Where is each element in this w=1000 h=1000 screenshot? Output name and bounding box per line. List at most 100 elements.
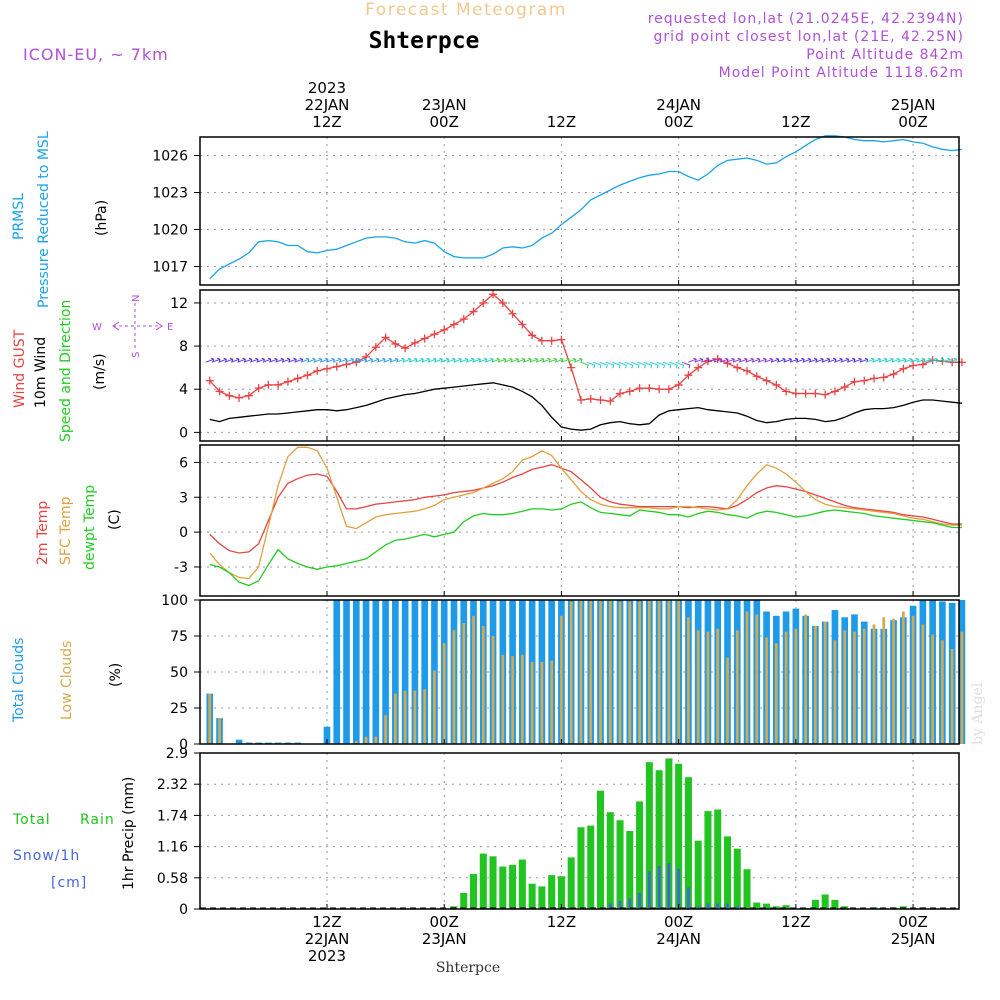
gust-point-marker (850, 377, 859, 386)
low-cloud-bar (218, 718, 221, 744)
total-cloud-bar (333, 600, 341, 744)
bottom-time-label: 25JAN (891, 930, 936, 948)
gust-point-marker (782, 387, 791, 396)
total-cloud-bar (362, 600, 370, 744)
gust-point-marker (537, 336, 546, 345)
gust-point-marker (547, 336, 556, 345)
low-cloud-bar (677, 600, 681, 744)
meteogram-title: Forecast Meteogram (365, 0, 567, 20)
gust-point-marker (303, 371, 312, 380)
low-cloud-bar (804, 614, 808, 744)
pressure-line-prmsl (209, 135, 962, 280)
total-cloud-bar (401, 600, 409, 744)
wind-direction-arrow (599, 361, 608, 369)
low-cloud-bar (560, 615, 563, 744)
gust-point-marker (479, 298, 488, 307)
rain-bar (626, 831, 634, 909)
rain-bar (636, 801, 644, 909)
wind-direction-arrow (643, 361, 653, 369)
gust-point-marker (772, 380, 781, 389)
snow-bar (716, 903, 720, 909)
top-time-label: 12Z (781, 113, 810, 131)
gust-point-marker (489, 290, 498, 299)
snow-bar (706, 903, 710, 909)
gust-point-marker (401, 344, 410, 353)
low-cloud-bar (726, 657, 729, 744)
compass-s: S (131, 352, 142, 358)
rain-bar (723, 836, 732, 909)
bottom-time-label: 23JAN (422, 930, 467, 948)
bottom-time-label: 22JAN (305, 930, 350, 948)
wind-direction-arrow (631, 361, 640, 369)
low-cloud-bar (501, 654, 505, 744)
compass-w-arrow (112, 321, 120, 331)
low-cloud-bar (384, 715, 387, 744)
wind-direction-arrow (681, 361, 691, 369)
rain-bar (469, 874, 478, 909)
watermark: by Angel (970, 682, 986, 745)
precip-label-total: Total (12, 812, 51, 828)
wind-direction-arrow (624, 361, 634, 369)
gust-point-marker (254, 384, 263, 393)
gust-point-marker (469, 307, 478, 316)
gust-point-marker (664, 385, 673, 394)
snow-bar (687, 887, 690, 909)
wind-direction-arrow (656, 361, 666, 369)
low-cloud-bar (364, 736, 368, 744)
low-cloud-bar (589, 600, 593, 744)
gust-point-marker (840, 383, 849, 392)
gust-point-marker (430, 330, 439, 339)
low-cloud-bar (530, 661, 534, 744)
total-cloud-bar (411, 600, 419, 744)
wind-direction-arrow (605, 361, 615, 369)
low-cloud-bar (647, 600, 651, 744)
low-cloud-bar (774, 643, 778, 744)
wind-frame (199, 289, 960, 442)
low-cloud-bar (550, 660, 554, 744)
gust-point-marker (440, 325, 449, 334)
low-cloud-bar (901, 611, 905, 744)
gust-point-marker (576, 396, 585, 405)
gust-point-marker (420, 334, 429, 343)
low-cloud-bar (794, 628, 798, 744)
clouds-ytick-label: 50 (170, 665, 188, 681)
gust-point-marker (498, 298, 507, 307)
gust-point-marker (391, 339, 400, 348)
rain-bar (509, 864, 517, 909)
wind-line-10m-wind (209, 382, 962, 431)
wind-direction-arrow (669, 361, 678, 369)
rain-bar (704, 811, 712, 909)
temp-line-sfc-temp (209, 446, 962, 580)
gust-point-marker (244, 391, 253, 400)
top-time-label: 25JAN (891, 96, 936, 114)
low-cloud-bar (911, 615, 915, 744)
temp-label-2m: 2m Temp (35, 501, 51, 565)
snow-bar (657, 865, 661, 909)
gust-point-marker (635, 384, 644, 393)
low-cloud-bar (765, 637, 768, 744)
model-point-altitude: Model Point Altitude 1118.62m (719, 65, 964, 81)
gust-point-marker (616, 389, 625, 398)
rain-bar (675, 763, 683, 909)
compass-e-arrow (155, 321, 163, 331)
gust-point-marker (371, 343, 380, 352)
low-cloud-bar (540, 661, 544, 744)
rain-bar (518, 859, 526, 909)
wind-ytick-label: 12 (170, 296, 188, 312)
low-cloud-bar (638, 601, 641, 744)
gust-point-marker (322, 364, 331, 373)
gust-point-marker (811, 389, 820, 398)
temp-ytick-label: 6 (179, 455, 188, 471)
gust-point-marker (381, 333, 390, 342)
clouds-unit: (%) (108, 663, 124, 687)
low-cloud-bar (882, 617, 886, 744)
gust-point-marker (274, 380, 283, 389)
rain-bar (596, 790, 605, 909)
rain-bar (577, 827, 585, 909)
gust-point-marker (586, 394, 595, 403)
gust-point-marker (528, 331, 537, 340)
rain-bar (684, 777, 692, 909)
total-cloud-bar (372, 600, 380, 744)
snow-bar (618, 900, 622, 909)
gust-point-marker (860, 376, 869, 385)
